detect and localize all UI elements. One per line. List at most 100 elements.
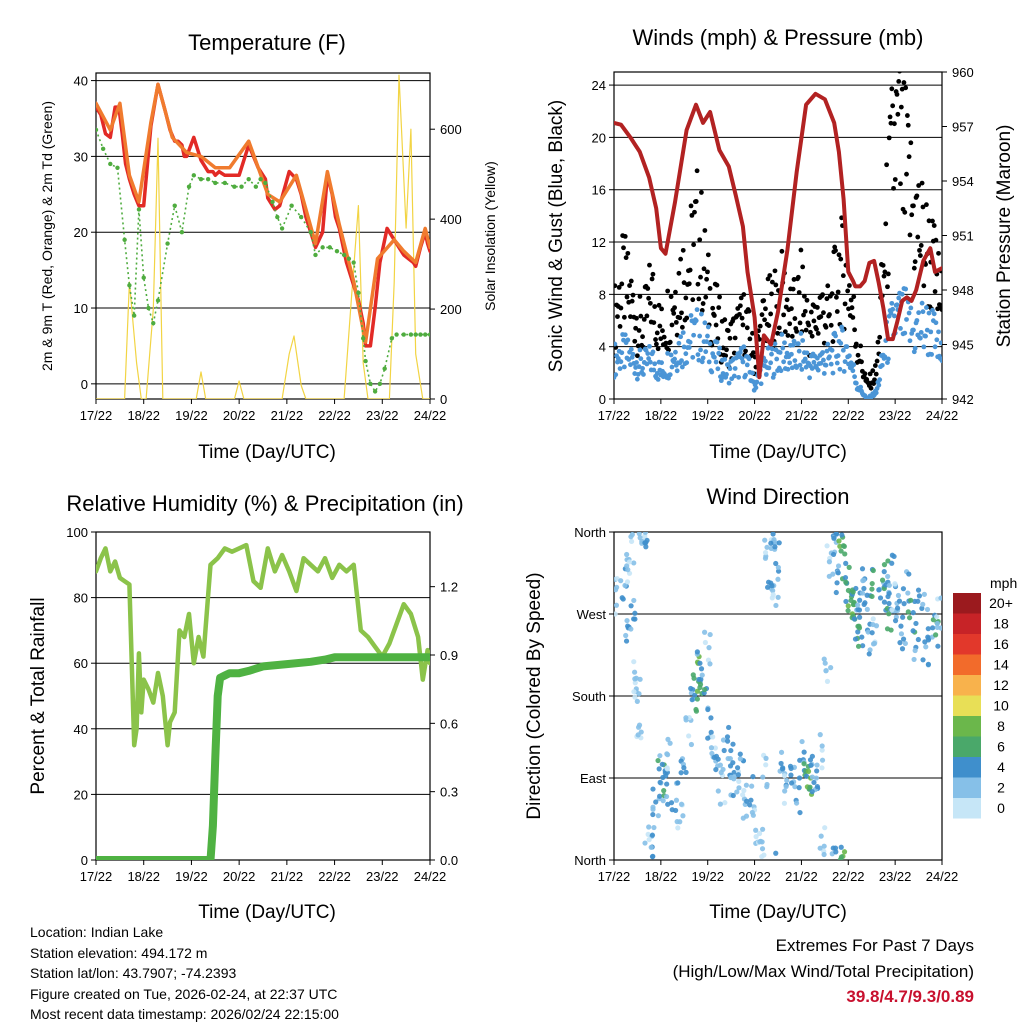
data-point — [885, 558, 891, 564]
data-point — [835, 563, 842, 569]
x-tick-label: 22/22 — [832, 408, 865, 423]
data-point — [934, 337, 940, 343]
data-point — [904, 171, 909, 177]
data-point — [915, 234, 921, 240]
data-point — [911, 203, 916, 209]
x-tick-label: 21/22 — [785, 869, 818, 884]
legend-swatch — [953, 736, 981, 757]
data-point — [936, 329, 941, 335]
data-point — [830, 370, 836, 376]
data-point — [773, 560, 779, 567]
data-point — [906, 571, 912, 577]
data-point — [361, 336, 366, 341]
data-point — [830, 551, 837, 558]
data-point — [643, 544, 649, 550]
data-point — [823, 668, 829, 674]
chart-title: Winds (mph) & Pressure (mb) — [633, 25, 924, 50]
data-point — [642, 540, 648, 546]
data-point — [746, 308, 752, 314]
data-point — [797, 757, 803, 763]
data-point — [908, 140, 914, 146]
data-point — [766, 365, 772, 371]
data-point — [843, 598, 849, 605]
data-point — [736, 778, 742, 784]
data-point — [885, 356, 891, 362]
data-point — [704, 276, 710, 282]
data-point — [884, 626, 891, 632]
data-point — [713, 766, 719, 773]
data-point — [850, 368, 856, 374]
data-point — [673, 319, 679, 325]
data-point — [413, 332, 418, 337]
data-point — [650, 786, 656, 792]
data-point — [775, 594, 781, 600]
data-point — [915, 598, 921, 604]
x-tick-label: 24/22 — [926, 408, 959, 423]
data-point — [917, 253, 923, 258]
data-point — [702, 228, 708, 233]
data-point — [706, 359, 712, 365]
data-point — [750, 774, 756, 780]
data-point — [734, 789, 740, 795]
data-point — [696, 676, 702, 683]
data-point — [850, 315, 856, 320]
data-point — [660, 328, 665, 334]
data-point — [882, 354, 888, 360]
data-point — [740, 322, 746, 328]
data-point — [631, 560, 637, 566]
data-point — [736, 374, 742, 380]
data-point — [717, 294, 722, 300]
data-point — [821, 357, 826, 363]
data-point — [851, 362, 857, 368]
data-point — [809, 774, 816, 780]
data-point — [909, 212, 915, 218]
data-point — [889, 300, 895, 306]
data-point — [623, 632, 629, 639]
data-point — [933, 632, 939, 638]
legend-swatch — [953, 777, 981, 798]
data-point — [717, 345, 722, 351]
data-point — [655, 757, 661, 764]
data-point — [650, 811, 656, 818]
data-point — [866, 651, 872, 657]
data-point — [896, 598, 903, 604]
data-point — [155, 298, 161, 303]
data-point — [884, 162, 890, 168]
legend-label: 6 — [997, 739, 1005, 755]
data-point — [172, 203, 177, 208]
data-point — [888, 310, 894, 316]
data-point — [886, 135, 892, 141]
data-point — [648, 844, 654, 850]
data-point — [872, 377, 877, 383]
data-point — [920, 309, 926, 315]
data-point — [833, 333, 838, 339]
data-point — [860, 643, 866, 649]
data-point — [824, 296, 830, 302]
y-tick-label: West — [577, 607, 607, 622]
data-point — [939, 307, 942, 313]
data-point — [822, 825, 828, 831]
data-point — [186, 184, 192, 189]
data-point — [915, 587, 922, 593]
data-point — [781, 312, 787, 318]
data-point — [621, 245, 626, 251]
data-point — [653, 337, 658, 342]
data-point — [636, 691, 642, 697]
data-point — [930, 218, 935, 224]
data-point — [801, 749, 807, 755]
x-tick-label: 19/22 — [175, 869, 208, 884]
data-point — [769, 291, 774, 297]
data-point — [423, 332, 428, 337]
data-point — [763, 358, 768, 364]
data-point — [904, 113, 910, 118]
data-point — [726, 724, 732, 731]
y-tick-label: 20 — [74, 787, 88, 802]
data-point — [901, 80, 907, 85]
data-point — [889, 86, 895, 92]
data-point — [762, 555, 769, 561]
data-point — [651, 367, 657, 373]
data-point — [773, 850, 779, 856]
data-point — [852, 327, 857, 333]
data-point — [855, 629, 861, 635]
data-point — [925, 661, 931, 667]
